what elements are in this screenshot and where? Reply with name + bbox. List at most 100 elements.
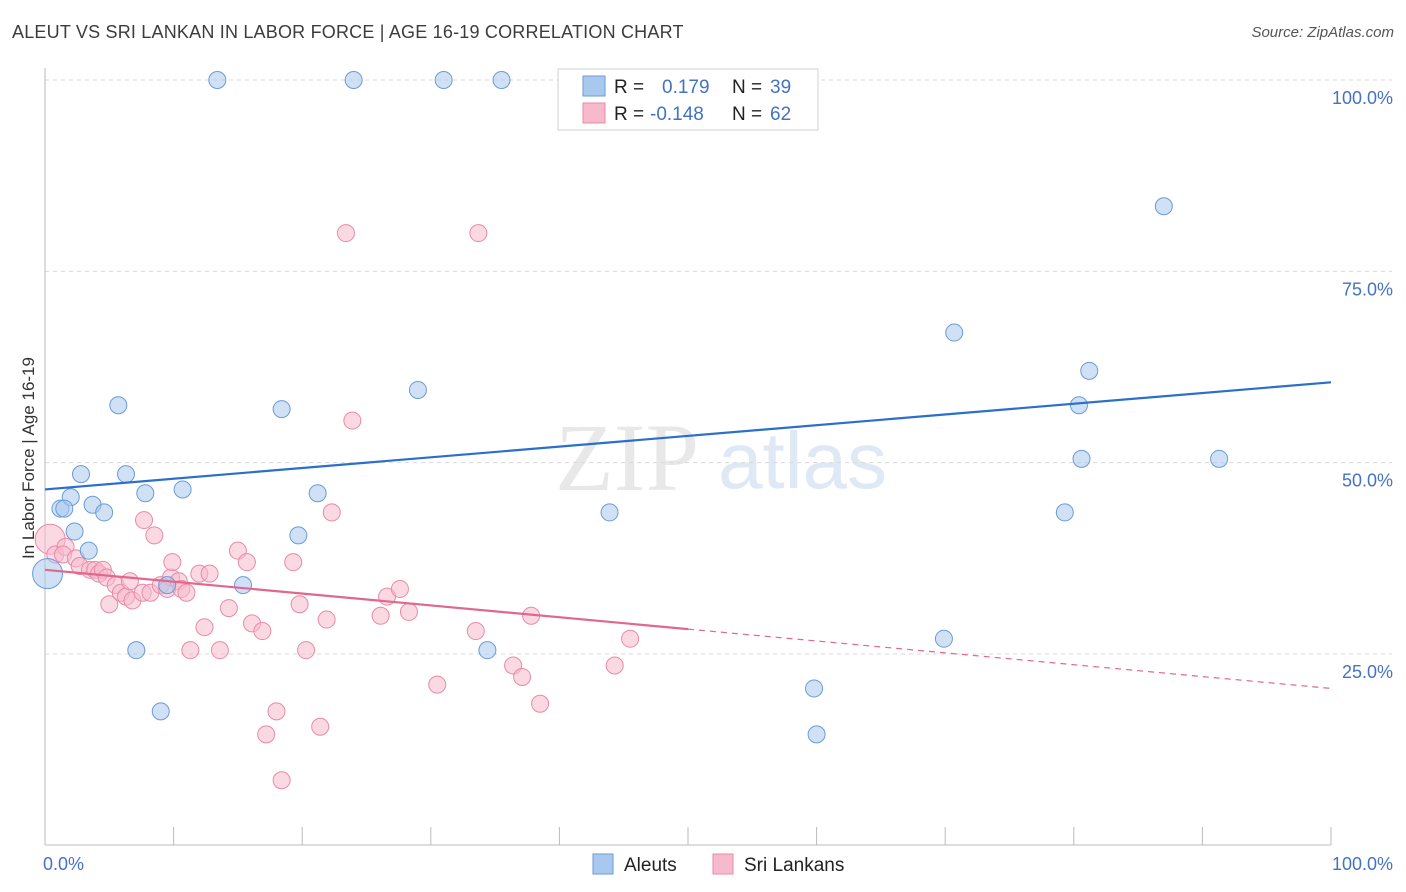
source-credit: Source: ZipAtlas.com [1251,24,1394,41]
sri-lankan-point [237,553,256,572]
y-axis-label: In Labor Force | Age 16-19 [19,357,38,559]
aleut-point [136,484,155,503]
aleut-point [151,702,170,721]
aleut-point [344,71,363,89]
sri-lankan-point [181,641,200,660]
sri-lankan-point [390,579,409,598]
aleut-point [1072,449,1091,468]
sri-lankan-point [399,602,418,621]
aleut-point [272,400,291,419]
aleut-point [117,465,136,484]
y-tick-label: 100.0% [1332,88,1393,108]
aleut-point [173,480,192,499]
sri-lankan-point [257,725,276,744]
sri-lankan-point [253,622,272,641]
aleut-point [1080,361,1099,380]
sri-lankan-point [621,629,640,648]
sri-lankan-point [145,526,164,545]
sri-lankan-point [336,224,355,243]
legend-n-label: N = [732,104,762,125]
aleut-point [934,629,953,648]
aleut-point [72,465,91,484]
y-tick-label: 75.0% [1342,279,1393,299]
sri-lankan-point [200,564,219,583]
sri-lankan-point [317,610,336,629]
aleut-point [32,558,64,590]
watermark-zip: ZIP [555,404,699,511]
aleut-point [478,641,497,660]
legend-r-value-sri-lankans: -0.148 [650,104,704,125]
aleut-point [234,576,253,595]
legend-swatch-aleuts [582,75,606,97]
watermark-atlas: atlas [718,416,887,505]
sri-lankan-point [290,595,309,614]
aleut-point [65,522,84,541]
sri-lankan-point [513,667,532,686]
axes [44,68,1332,846]
aleut-point [208,71,227,89]
sri-lankan-point [371,606,390,625]
aleut-point [158,576,177,595]
sri-lankan-point [135,511,154,530]
aleut-point [1055,503,1074,522]
series-legend-label-aleuts: Aleuts [624,855,677,876]
sri-lankan-point [177,583,196,602]
sri-lankan-point [428,675,447,694]
aleut-point [79,541,98,560]
x-tick-label: 0.0% [43,854,84,874]
legend-swatch-sri-lankans [582,102,606,124]
chart-title: ALEUT VS SRI LANKAN IN LABOR FORCE | AGE… [12,22,684,42]
sri-lankans-points [34,224,640,790]
aleut-point [127,641,146,660]
aleut-point [807,725,826,744]
sri-lankan-point [343,411,362,430]
sri-lankan-point [219,599,238,618]
sri-lankan-point [531,694,550,713]
sri-lankan-trend-extension [687,628,1332,690]
sri-lankan-point [605,656,624,675]
legend-r-value-aleuts: 0.179 [662,77,710,98]
sri-lankan-point [311,717,330,736]
aleut-point [109,396,128,415]
aleut-point [492,71,511,89]
sri-lankan-point [210,641,229,660]
legend-r-label: R = [614,77,644,98]
correlation-legend: R = 0.179 N = 39 R = -0.148 N = 62 [557,68,819,131]
sri-lankan-point [195,618,214,637]
aleut-point [308,484,327,503]
y-tick-label: 50.0% [1342,471,1393,491]
series-legend: Aleuts Sri Lankans [592,853,844,876]
x-tick-label: 100.0% [1332,854,1393,874]
y-tick-label: 25.0% [1342,662,1393,682]
sri-lankan-point [100,595,119,614]
sri-lankan-point [469,224,488,243]
aleut-point [434,71,453,89]
aleut-trend-line [44,381,1332,491]
sri-lankan-point [272,771,291,790]
sri-lankan-point [267,702,286,721]
series-legend-swatch-sri-lankans [712,853,734,875]
aleut-point [805,679,824,698]
aleut-point [1210,449,1229,468]
sri-lankan-point [284,553,303,572]
legend-n-label: N = [732,77,762,98]
sri-lankan-point [466,622,485,641]
aleut-point [408,380,427,399]
sri-lankan-trend-line [44,568,689,631]
series-legend-swatch-aleuts [592,853,614,875]
series-legend-label-sri-lankans: Sri Lankans [744,855,844,876]
legend-n-value-sri-lankans: 62 [770,104,791,125]
aleut-point [945,323,964,342]
legend-r-label: R = [614,104,644,125]
aleut-point [1154,197,1173,216]
gridlines [45,79,1392,655]
aleut-point [1069,396,1088,415]
sri-lankan-point [163,553,182,572]
aleut-point [289,526,308,545]
sri-lankan-point [297,641,316,660]
aleut-point [95,503,114,522]
aleuts-points [32,71,1229,744]
aleut-point [600,503,619,522]
aleut-point [55,499,74,518]
